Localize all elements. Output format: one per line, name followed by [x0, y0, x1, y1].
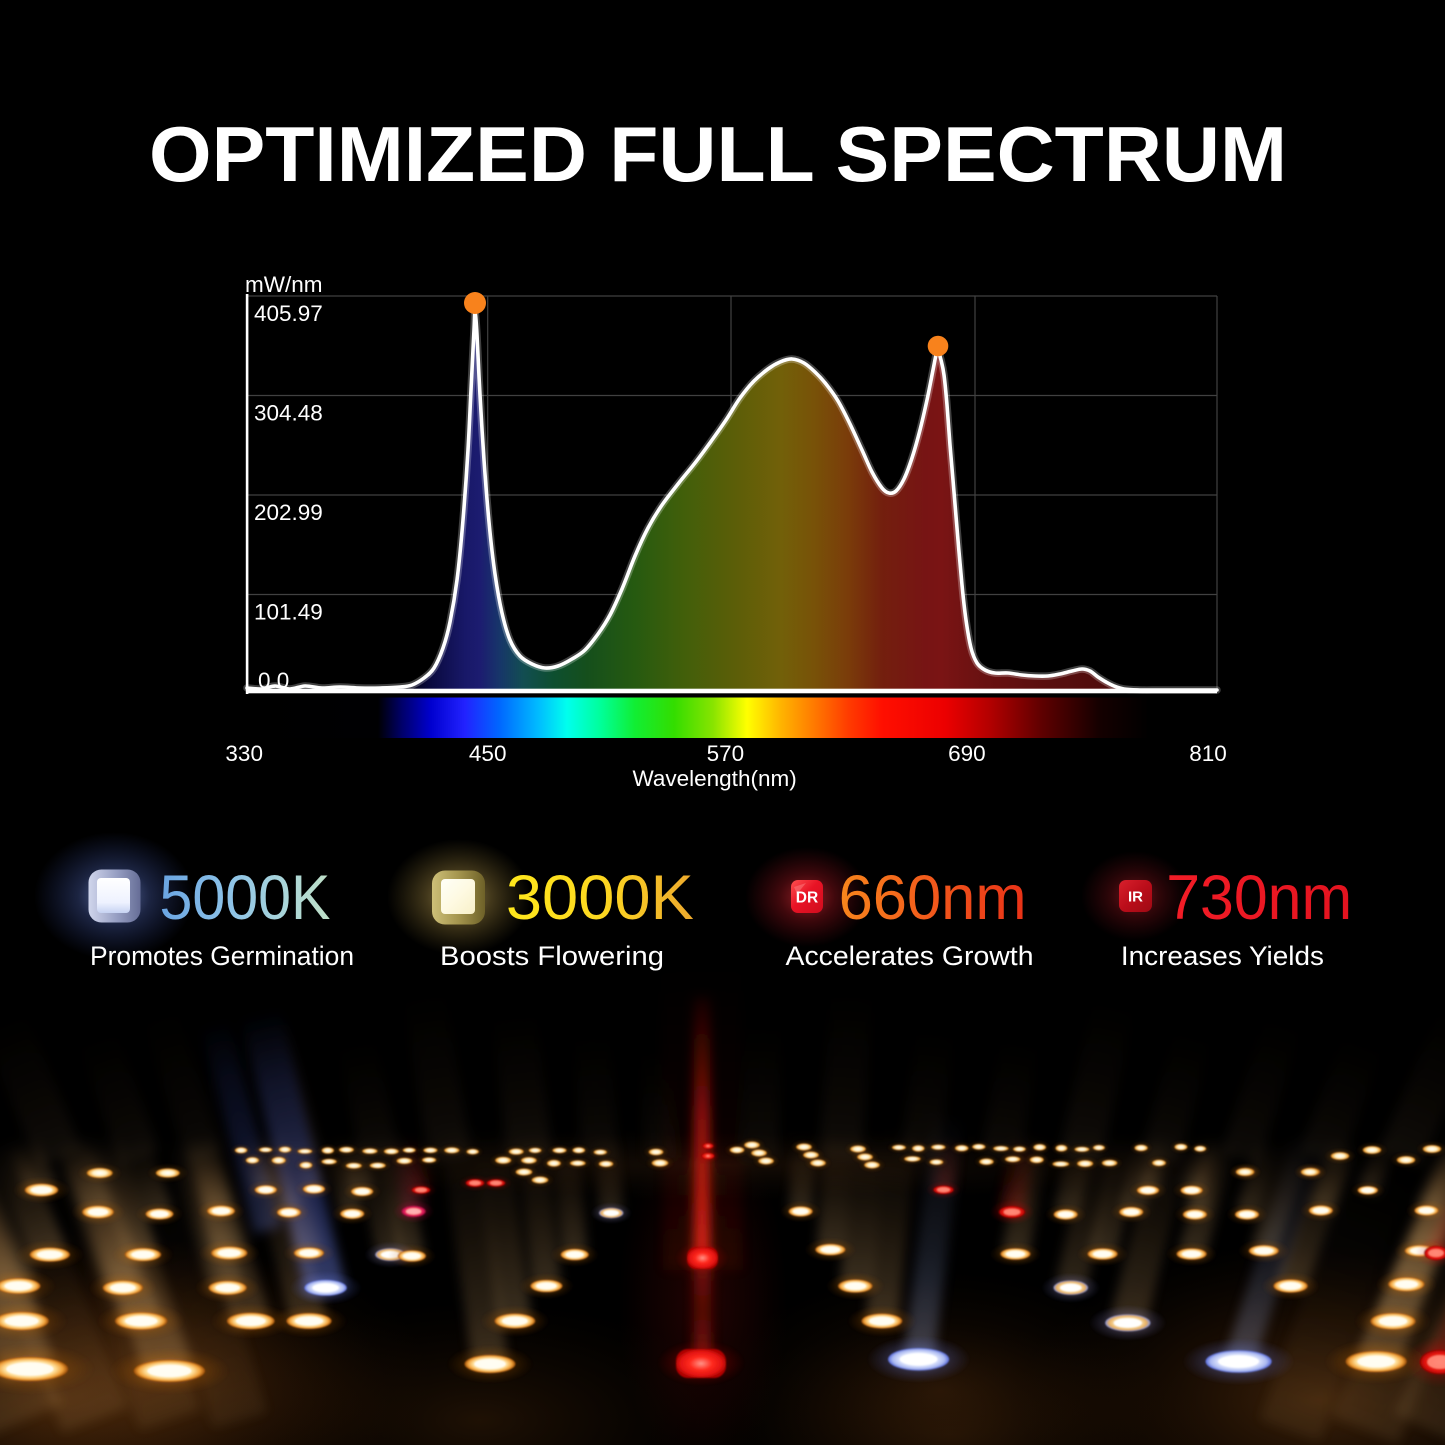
svg-text:570: 570: [707, 741, 745, 766]
svg-text:405.97: 405.97: [254, 301, 323, 326]
svg-text:330: 330: [225, 741, 263, 766]
svg-text:mW/nm: mW/nm: [245, 272, 323, 297]
svg-text:202.99: 202.99: [254, 500, 323, 525]
svg-text:Promotes Germination: Promotes Germination: [90, 941, 354, 971]
svg-text:3000K: 3000K: [506, 863, 694, 933]
svg-text:DR: DR: [796, 890, 818, 907]
svg-text:660nm: 660nm: [839, 863, 1027, 933]
svg-text:Boosts Flowering: Boosts Flowering: [440, 941, 664, 971]
svg-text:690: 690: [948, 741, 986, 766]
svg-text:Wavelength(nm): Wavelength(nm): [632, 766, 796, 791]
svg-text:Increases Yields: Increases Yields: [1121, 941, 1324, 971]
svg-text:OPTIMIZED FULL SPECTRUM: OPTIMIZED FULL SPECTRUM: [149, 112, 1287, 198]
svg-text:IR: IR: [1128, 889, 1143, 906]
svg-text:0.0: 0.0: [258, 668, 289, 693]
svg-text:304.48: 304.48: [254, 401, 323, 426]
svg-text:101.49: 101.49: [254, 600, 323, 625]
svg-text:5000K: 5000K: [160, 863, 331, 933]
svg-text:810: 810: [1189, 741, 1227, 766]
svg-text:730nm: 730nm: [1166, 863, 1352, 933]
svg-text:Accelerates Growth: Accelerates Growth: [786, 941, 1034, 971]
svg-text:450: 450: [469, 741, 507, 766]
